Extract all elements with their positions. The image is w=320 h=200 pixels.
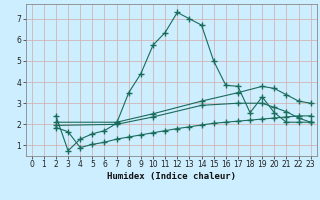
- X-axis label: Humidex (Indice chaleur): Humidex (Indice chaleur): [107, 172, 236, 181]
